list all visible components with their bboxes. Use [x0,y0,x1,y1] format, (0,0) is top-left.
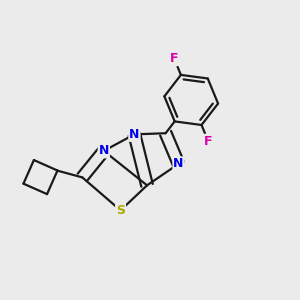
Text: N: N [173,157,184,170]
Text: F: F [170,52,178,65]
Text: N: N [129,128,140,141]
Text: F: F [204,135,212,148]
Text: S: S [116,204,125,217]
Text: N: N [99,144,109,158]
